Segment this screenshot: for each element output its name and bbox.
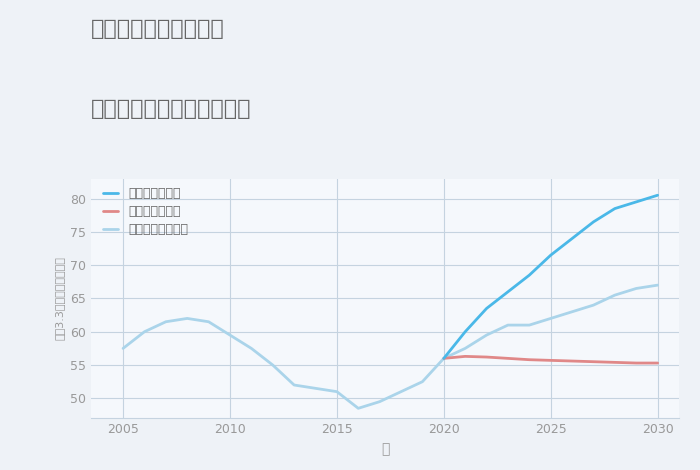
ノーマルシナリオ bbox=[525, 322, 533, 328]
Text: 中古マンションの価格推移: 中古マンションの価格推移 bbox=[91, 99, 251, 119]
グッドシナリオ bbox=[461, 329, 470, 335]
グッドシナリオ bbox=[547, 252, 555, 258]
グッドシナリオ bbox=[610, 206, 619, 212]
Line: バッドシナリオ: バッドシナリオ bbox=[444, 356, 657, 363]
Y-axis label: 坪（3.3㎡）単価（万円）: 坪（3.3㎡）単価（万円） bbox=[55, 257, 64, 340]
Text: 三重県鈴鹿市越知町の: 三重県鈴鹿市越知町の bbox=[91, 19, 225, 39]
ノーマルシナリオ bbox=[290, 382, 298, 388]
ノーマルシナリオ bbox=[418, 379, 426, 384]
ノーマルシナリオ bbox=[312, 385, 320, 391]
ノーマルシナリオ bbox=[568, 309, 576, 314]
バッドシナリオ bbox=[589, 359, 598, 365]
ノーマルシナリオ bbox=[269, 362, 277, 368]
バッドシナリオ bbox=[525, 357, 533, 362]
ノーマルシナリオ bbox=[204, 319, 213, 325]
ノーマルシナリオ bbox=[354, 406, 363, 411]
ノーマルシナリオ bbox=[162, 319, 170, 325]
X-axis label: 年: 年 bbox=[381, 442, 389, 456]
バッドシナリオ bbox=[482, 354, 491, 360]
グッドシナリオ bbox=[504, 289, 512, 295]
バッドシナリオ bbox=[461, 353, 470, 359]
ノーマルシナリオ bbox=[440, 356, 448, 361]
バッドシナリオ bbox=[440, 356, 448, 361]
ノーマルシナリオ bbox=[504, 322, 512, 328]
ノーマルシナリオ bbox=[332, 389, 341, 394]
Line: ノーマルシナリオ: ノーマルシナリオ bbox=[123, 285, 657, 408]
ノーマルシナリオ bbox=[247, 345, 256, 351]
バッドシナリオ bbox=[568, 358, 576, 364]
Legend: グッドシナリオ, バッドシナリオ, ノーマルシナリオ: グッドシナリオ, バッドシナリオ, ノーマルシナリオ bbox=[103, 187, 188, 236]
ノーマルシナリオ bbox=[589, 302, 598, 308]
バッドシナリオ bbox=[547, 358, 555, 363]
グッドシナリオ bbox=[568, 236, 576, 242]
ノーマルシナリオ bbox=[226, 332, 234, 338]
ノーマルシナリオ bbox=[653, 282, 662, 288]
グッドシナリオ bbox=[589, 219, 598, 225]
ノーマルシナリオ bbox=[375, 399, 384, 405]
グッドシナリオ bbox=[653, 192, 662, 198]
ノーマルシナリオ bbox=[482, 332, 491, 338]
バッドシナリオ bbox=[610, 360, 619, 365]
Line: グッドシナリオ: グッドシナリオ bbox=[444, 195, 657, 359]
バッドシナリオ bbox=[504, 356, 512, 361]
バッドシナリオ bbox=[632, 360, 640, 366]
グッドシナリオ bbox=[632, 199, 640, 205]
ノーマルシナリオ bbox=[610, 292, 619, 298]
ノーマルシナリオ bbox=[547, 316, 555, 321]
ノーマルシナリオ bbox=[461, 345, 470, 351]
ノーマルシナリオ bbox=[183, 316, 191, 321]
ノーマルシナリオ bbox=[632, 286, 640, 291]
ノーマルシナリオ bbox=[140, 329, 148, 335]
グッドシナリオ bbox=[482, 306, 491, 311]
ノーマルシナリオ bbox=[397, 389, 405, 394]
ノーマルシナリオ bbox=[119, 345, 127, 351]
グッドシナリオ bbox=[440, 356, 448, 361]
バッドシナリオ bbox=[653, 360, 662, 366]
グッドシナリオ bbox=[525, 272, 533, 278]
